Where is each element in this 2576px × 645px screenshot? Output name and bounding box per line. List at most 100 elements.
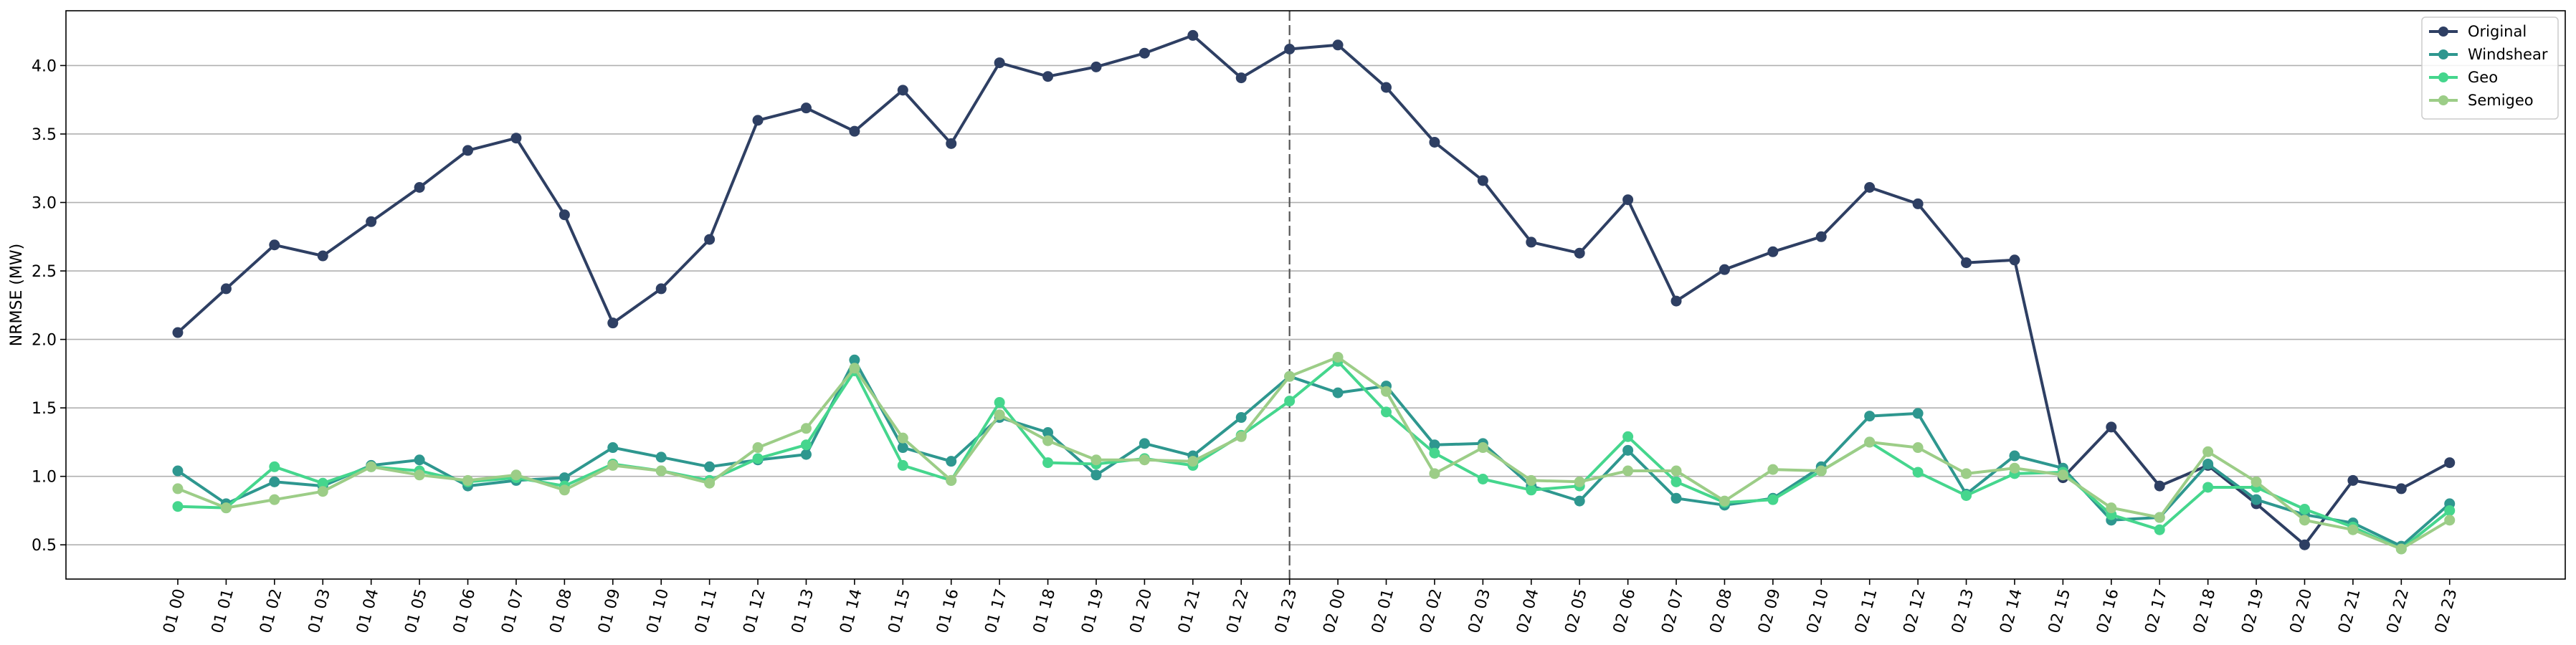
data-point: [800, 102, 812, 114]
series-semigeo: [172, 351, 2456, 555]
x-tick-label: 01 00: [160, 587, 189, 635]
data-point: [994, 409, 1005, 421]
y-tick-label: 1.5: [32, 400, 57, 418]
data-point: [897, 459, 908, 471]
x-tick-label: 01 05: [401, 587, 430, 635]
data-point: [1912, 198, 1924, 209]
data-point: [1042, 427, 1054, 439]
x-tick-label: 02 22: [2384, 587, 2413, 635]
data-point: [2154, 512, 2165, 523]
data-point: [704, 461, 716, 472]
x-tick-label: 02 19: [2238, 587, 2267, 635]
data-point: [1670, 295, 1682, 307]
x-tick-label: 02 06: [1610, 587, 1639, 635]
data-point: [897, 442, 908, 454]
data-point: [1429, 439, 1440, 451]
x-tick-label: 01 19: [1078, 587, 1107, 635]
data-point: [1090, 454, 1102, 466]
legend: Original Windshear Geo Semigeo: [2421, 16, 2559, 120]
legend-swatch-marker: [2438, 72, 2448, 82]
data-point: [2202, 446, 2214, 457]
data-point: [2251, 476, 2262, 487]
data-point: [510, 469, 522, 481]
x-tick-label: 01 01: [209, 587, 237, 635]
data-point: [1526, 484, 1537, 496]
data-point: [317, 486, 328, 497]
data-point: [1574, 476, 1585, 487]
data-point: [1961, 489, 1972, 501]
data-point: [1622, 194, 1634, 206]
data-point: [559, 484, 570, 496]
data-point: [2202, 482, 2214, 493]
data-point: [2444, 505, 2456, 516]
data-point: [1864, 181, 1876, 193]
x-tick-label: 01 20: [1127, 587, 1156, 635]
data-point: [1574, 247, 1585, 259]
data-point: [1235, 412, 1247, 424]
data-point: [1332, 387, 1344, 398]
data-point: [510, 133, 522, 144]
data-point: [849, 354, 860, 366]
gridlines: [66, 64, 2565, 546]
data-point: [1815, 465, 1827, 477]
data-point: [1429, 136, 1440, 148]
x-tick-label: 01 12: [740, 587, 769, 635]
data-point: [1574, 495, 1585, 507]
data-point: [559, 472, 570, 484]
x-tick-label: 02 07: [1658, 587, 1687, 635]
data-point: [172, 465, 184, 477]
y-tick-label: 3.0: [32, 195, 57, 213]
data-point: [1526, 474, 1537, 486]
data-point: [1042, 71, 1054, 82]
y-tick-label: 3.5: [32, 126, 57, 144]
data-point: [1767, 246, 1779, 257]
x-tick-label: 01 23: [1272, 587, 1301, 635]
data-point: [1912, 408, 1924, 419]
data-point: [317, 250, 328, 262]
data-point: [946, 474, 957, 486]
x-tick-label: 01 04: [353, 587, 382, 635]
plot-frame: [65, 10, 2566, 580]
data-point: [1235, 431, 1247, 442]
series-line: [176, 34, 2451, 547]
series-original: [172, 29, 2456, 550]
data-point: [1381, 386, 1392, 397]
data-point: [220, 283, 232, 295]
data-point: [607, 442, 619, 454]
data-point: [752, 453, 764, 464]
data-point: [2444, 515, 2456, 526]
x-tick-label: 02 16: [2093, 587, 2122, 635]
series-line: [177, 355, 2451, 550]
data-point: [704, 477, 716, 489]
x-tick-label: 01 09: [595, 587, 624, 635]
data-point: [1139, 454, 1150, 466]
data-point: [1670, 476, 1682, 487]
data-point: [1477, 474, 1488, 485]
x-tick-label: 02 21: [2335, 587, 2364, 635]
data-point: [172, 501, 184, 512]
data-point: [1042, 435, 1054, 446]
data-point: [2395, 483, 2407, 494]
x-tick-label: 02 08: [1707, 587, 1736, 635]
legend-label: Original: [2468, 23, 2527, 40]
data-point: [1526, 236, 1537, 248]
x-tick-label: 02 01: [1369, 587, 1397, 635]
data-point: [1332, 351, 1344, 363]
data-point: [897, 85, 908, 96]
data-point: [1187, 456, 1199, 467]
data-point: [752, 115, 764, 126]
data-point: [1912, 442, 1924, 454]
data-point: [1042, 457, 1054, 469]
data-point: [2202, 458, 2214, 469]
data-point: [1912, 467, 1924, 478]
legend-item-semigeo: Semigeo: [2429, 92, 2534, 109]
x-tick-label: 02 11: [1852, 587, 1881, 635]
data-point: [1961, 257, 1972, 269]
data-point: [849, 363, 860, 374]
data-point: [414, 454, 425, 466]
data-point: [1719, 264, 1730, 275]
data-point: [607, 317, 619, 329]
data-point: [2106, 421, 2117, 433]
x-tick-label: 02 15: [2045, 587, 2074, 635]
